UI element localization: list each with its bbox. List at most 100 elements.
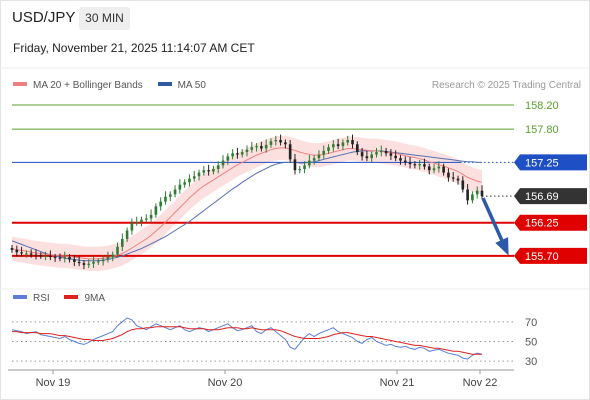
candle-body [178,184,182,190]
9ma-swatch [64,295,79,300]
level-label-box [514,154,587,171]
candle-body [269,141,273,145]
candle-body [284,142,287,145]
candle-body [471,194,474,201]
candle-body [255,146,258,148]
candle-body [370,154,373,159]
candle-body [351,140,354,145]
legend-label-rsi: RSI [33,293,50,304]
candle-body [87,263,91,265]
candle-body [183,182,186,185]
legend-item-rsi: RSI [13,293,50,304]
candle-body [135,222,138,224]
candle-body [44,255,47,257]
candle-body [144,218,148,220]
candle-body [10,248,14,250]
candle-body [245,149,249,153]
rsi-tick-label: 50 [525,336,537,348]
candle-body [308,160,311,166]
candle-body [168,194,172,197]
candle-body [111,254,115,258]
main-legend: MA 20 + Bollinger Bands MA 50 [13,80,218,91]
rsi-tick-label: 70 [525,317,537,329]
legend-item-9ma: 9MA [64,293,105,304]
candle-body [332,144,335,148]
ma20-line [11,147,483,260]
level-label: 158.20 [525,100,559,112]
candle-body [173,189,177,195]
candle-body [303,165,306,169]
rsi-9ma-line [12,326,482,355]
candle-body [437,166,441,169]
candle-body [375,152,378,155]
legend-label-9ma: 9MA [84,293,106,304]
rsi-legend: RSI 9MA [13,293,117,304]
candle-body [442,166,445,173]
chart-header: USD/JPY 30 MIN [0,0,590,36]
candle-body [236,153,239,155]
candle-body [15,249,19,253]
candle-body [92,261,95,264]
candle-body [418,164,421,166]
candle-body [49,255,52,258]
level-label: 156.69 [525,191,559,203]
x-tick-label: Nov 19 [36,377,71,389]
candle-body [73,259,76,262]
timeframe-badge[interactable]: 30 MIN [79,7,130,30]
level-label: 157.80 [525,124,559,136]
candle-body [58,257,62,259]
candle-body [379,150,383,153]
candle-body [480,190,484,197]
candle-body [188,178,191,183]
ma20-swatch [13,82,27,87]
candle-body [77,261,81,264]
candle-body [312,158,316,161]
legend-item-ma50: MA 50 [157,80,206,91]
legend-label-ma20: MA 20 + Bollinger Bands [33,80,143,91]
candle-body [202,170,206,173]
candle-body [451,177,455,179]
candle-body [149,214,153,219]
symbol-label[interactable]: USD/JPY [12,9,76,26]
candle-body [106,257,110,260]
candle-body [226,156,230,161]
candle-body [461,180,465,190]
candle-body [29,253,33,255]
candle-body [231,153,234,157]
level-label: 156.25 [525,218,559,230]
candle-body [212,168,215,172]
candle-body [413,164,417,166]
candle-body [240,152,244,155]
candle-body [264,144,268,149]
candle-body [360,152,364,157]
candle-body [192,176,196,179]
candle-body [53,257,57,259]
candle-body [82,263,86,265]
candle-body [356,144,359,153]
x-tick-label: Nov 20 [208,377,243,389]
candle-body [140,219,143,223]
timestamp: Friday, November 21, 2025 11:14:07 AM CE… [13,41,255,55]
candle-body [154,206,158,215]
candle-body [39,255,43,257]
candle-body [97,261,100,263]
candle-body [365,156,369,159]
candle-body [322,150,326,155]
level-label: 155.70 [525,251,559,263]
candle-body [298,168,302,171]
legend-item-ma20: MA 20 + Bollinger Bands [13,80,143,91]
candle-body [221,160,225,166]
candle-body [125,230,129,239]
candle-body [63,257,67,259]
candle-body [116,246,119,255]
candle-body [216,165,220,169]
level-label-box [514,188,587,205]
candle-body [317,154,321,159]
candle-body [197,172,201,177]
candle-body [274,140,278,142]
candle-body [260,146,263,149]
candle-body [399,158,402,161]
level-label-box [514,214,587,231]
candle-body [164,196,167,202]
